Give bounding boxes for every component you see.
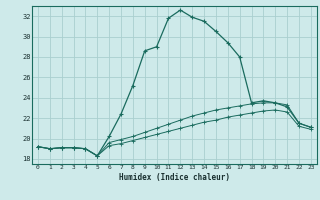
X-axis label: Humidex (Indice chaleur): Humidex (Indice chaleur) — [119, 173, 230, 182]
